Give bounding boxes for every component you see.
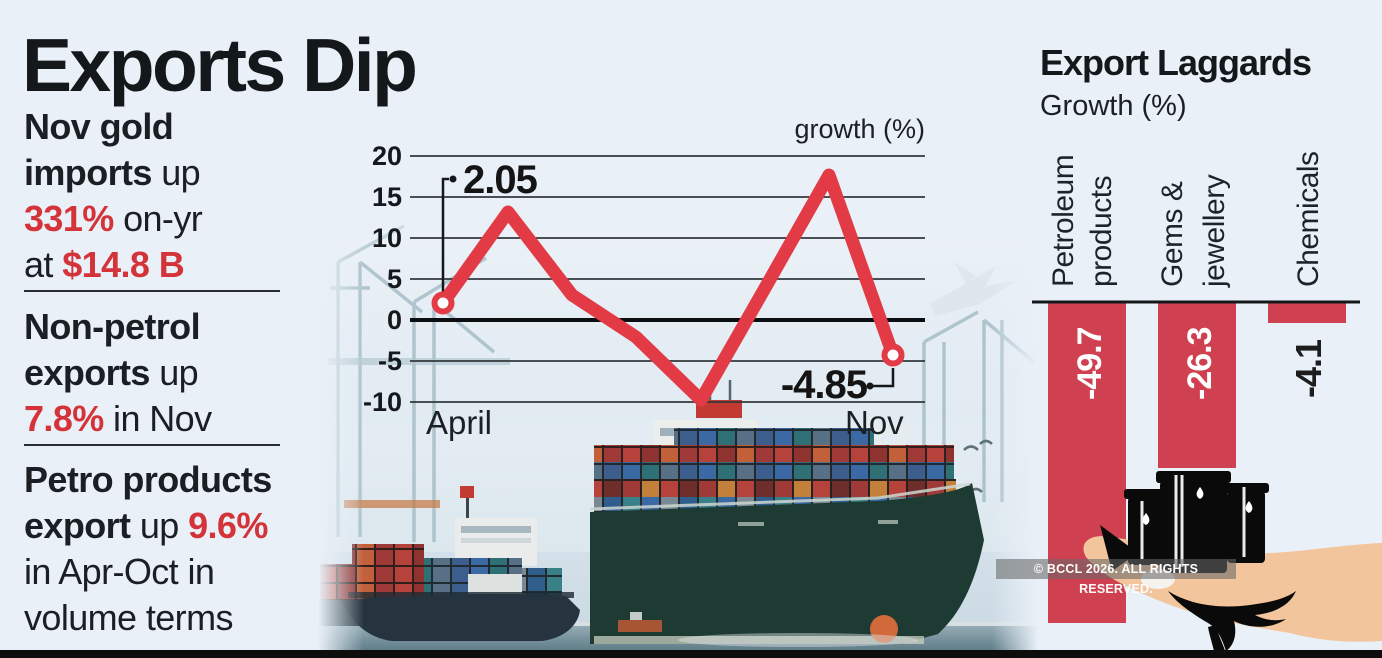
- svg-text:20: 20: [372, 141, 402, 171]
- bar-chart-subtitle: Growth (%): [1040, 90, 1187, 122]
- label-products: products: [1085, 176, 1118, 287]
- fact-gold-imports: Nov gold imports up 331% on-yr at $14.8 …: [24, 104, 280, 292]
- fact-line: export up 9.6%: [24, 505, 268, 546]
- svg-text:5: 5: [387, 264, 402, 294]
- svg-text:-5: -5: [378, 346, 402, 376]
- airplane-silhouette: [930, 262, 1018, 316]
- growth-line-chart: 20 15 10 5 0 -5 -10 growth (%) 2.05 -4.8…: [363, 114, 925, 441]
- label-chemicals: Chemicals: [1292, 151, 1325, 287]
- copyright-watermark: © BCCL 2026. ALL RIGHTS RESERVED.: [996, 559, 1236, 596]
- annotation-last-value: -4.85: [781, 363, 868, 407]
- svg-text:0: 0: [387, 305, 402, 335]
- x-axis-label-nov: Nov: [845, 404, 904, 441]
- leader-dot: [866, 382, 874, 390]
- oil-barrels: [1124, 471, 1269, 573]
- bar-value-petroleum: -49.7: [1071, 327, 1109, 400]
- bar-gems-jewellery: [1158, 302, 1236, 468]
- label-gems: Gems &: [1156, 181, 1189, 287]
- fact-line: volume terms: [24, 597, 233, 638]
- fact-line: in Apr-Oct in: [24, 551, 215, 592]
- oil-droplet-icons: [1142, 487, 1253, 525]
- bar-chart-title: Export Laggards: [1040, 42, 1311, 83]
- fact-line: exports up: [24, 352, 199, 393]
- barrel-seams: [1140, 475, 1246, 567]
- oil-spill: [1168, 591, 1296, 651]
- svg-text:15: 15: [372, 182, 402, 212]
- hand-holding-oil-barrels: [1083, 471, 1382, 653]
- export-laggards-panel: Export Laggards Growth (%) Petroleum pro…: [1032, 42, 1382, 653]
- bar-value-chemicals: -4.1: [1288, 339, 1329, 398]
- chart-axis-label: growth (%): [794, 114, 925, 144]
- page-title: Exports Dip: [22, 23, 418, 107]
- large-container-ship: [589, 380, 984, 647]
- y-axis-tick-labels: 20 15 10 5 0 -5 -10: [363, 141, 402, 417]
- fact-line: 331% on-yr: [24, 198, 203, 239]
- leader-dot: [449, 175, 457, 183]
- fact-line: 7.8% in Nov: [24, 398, 212, 439]
- label-petroleum: Petroleum: [1047, 155, 1080, 287]
- small-container-ship: [342, 486, 580, 641]
- fact-line: Non-petrol: [24, 306, 201, 347]
- annotation-leaders: [441, 177, 895, 388]
- bottom-black-bar: [0, 650, 1382, 658]
- fact-line: at $14.8 B: [24, 244, 185, 285]
- orange-crane-beam: [344, 500, 440, 508]
- photo-fade-top: [318, 192, 1038, 264]
- label-jewellery: jewellery: [1198, 174, 1231, 288]
- fact-line: Petro products: [24, 459, 272, 500]
- fact-petro-products: Petro products export up 9.6% in Apr-Oct…: [24, 457, 280, 641]
- fact-line: imports up: [24, 152, 201, 193]
- fact-line: Nov gold: [24, 106, 174, 147]
- annotation-first-value: 2.05: [463, 158, 538, 202]
- fender-ball: [870, 615, 898, 643]
- photo-fade-left: [318, 192, 364, 650]
- data-point-nov: [881, 343, 905, 367]
- bar-value-gems: -26.3: [1181, 327, 1219, 400]
- bar-category-labels: Petroleum products Gems & jewellery Chem…: [1047, 151, 1325, 288]
- bar-chemicals: [1268, 302, 1346, 323]
- data-point-april: [431, 291, 455, 315]
- port-photo: [318, 192, 1038, 650]
- growth-line-series: [436, 168, 900, 407]
- oil-drip: [1208, 625, 1226, 653]
- fact-non-petrol-exports: Non-petrol exports up 7.8% in Nov: [24, 304, 280, 446]
- svg-text:-10: -10: [363, 387, 402, 417]
- svg-text:10: 10: [372, 223, 402, 253]
- x-axis-label-april: April: [426, 404, 492, 441]
